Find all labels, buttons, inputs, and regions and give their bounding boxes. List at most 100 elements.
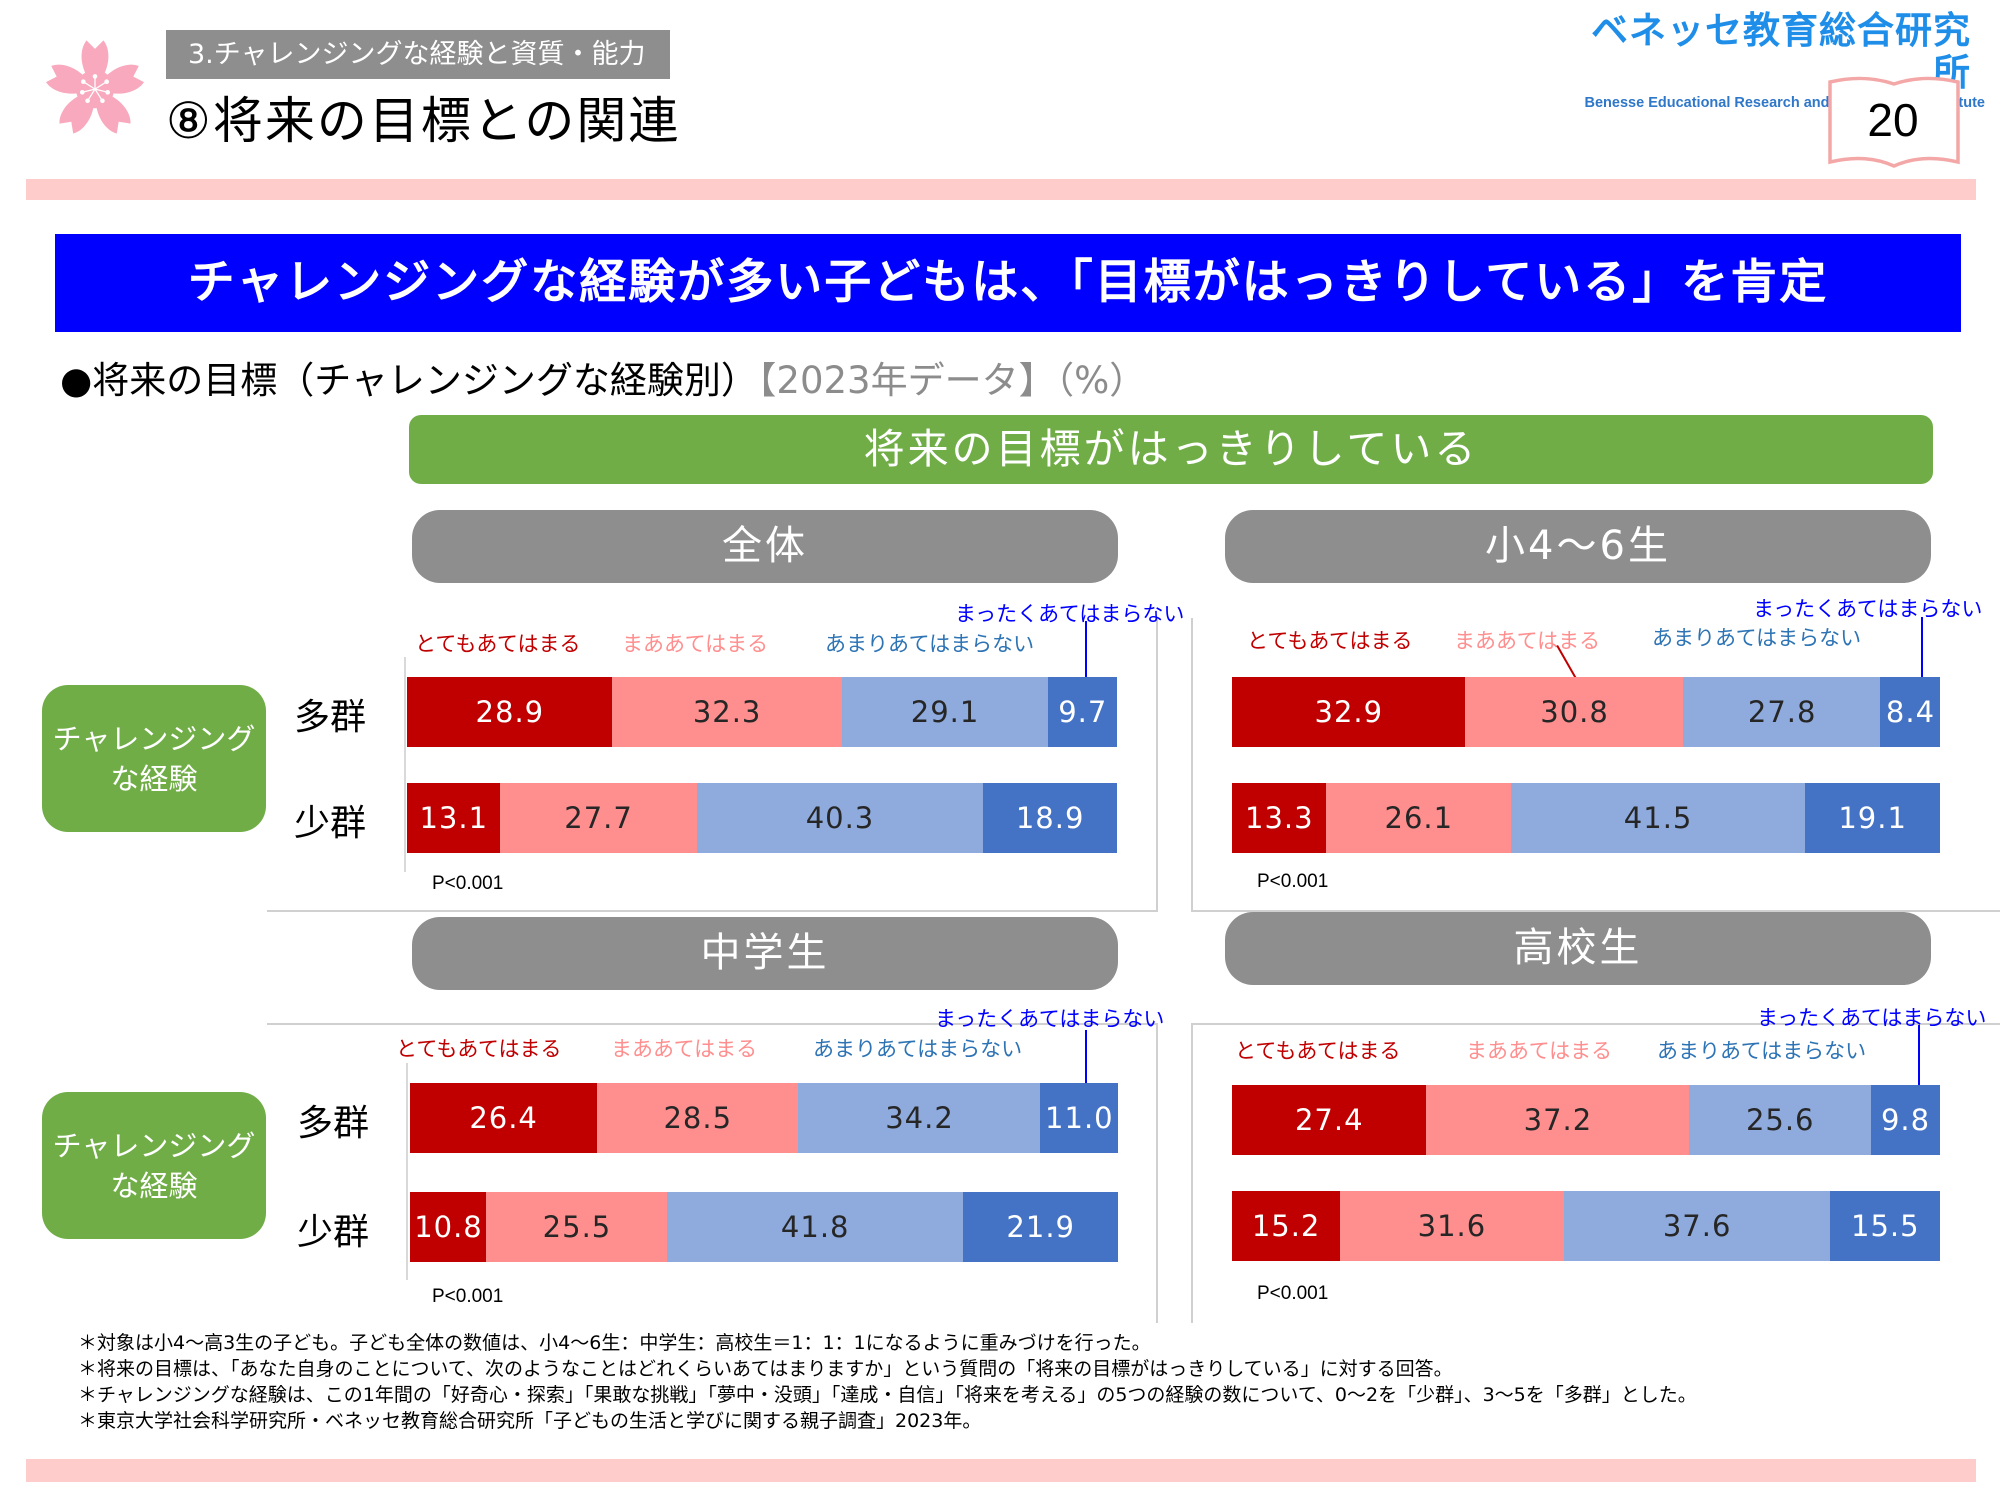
bar-segment: 9.8 (1870, 1085, 1941, 1155)
legend-label: とてもあてはまる (1247, 629, 1413, 653)
data-label: 25.5 (542, 1210, 612, 1244)
bar-segment: 18.9 (982, 783, 1118, 853)
panel-title: 全体 (412, 510, 1118, 583)
legend-label: あまりあてはまらない (813, 1037, 1023, 1061)
sakura-flower-icon (44, 40, 146, 137)
data-label: 30.8 (1540, 695, 1609, 729)
bar-segment: 26.1 (1326, 783, 1512, 853)
bar-segment: 11.0 (1040, 1083, 1119, 1153)
bar-segment: 21.9 (962, 1192, 1119, 1262)
footnote: ＊東京大学社会科学研究所・ベネッセ教育総合研究所「子どもの生活と学びに関する親子… (78, 1410, 982, 1432)
frame-line (1156, 1023, 1158, 1323)
bar-segment: 37.6 (1563, 1191, 1831, 1261)
legend-label: あまりあてはまらない (1652, 626, 1862, 650)
frame-line (1191, 1023, 2000, 1025)
bar-segment: 15.5 (1830, 1191, 1941, 1261)
frame-line (1191, 618, 1193, 912)
data-label: 28.5 (663, 1101, 733, 1135)
row-label: 多群 (293, 697, 366, 738)
item-title-bar: 将来の目標がはっきりしている (409, 415, 1933, 484)
legend-label: とてもあてはまる (1235, 1039, 1401, 1063)
legend-leader-line (1085, 1030, 1087, 1088)
bar-row: 13.1 27.7 40.3 18.9 (407, 783, 1118, 853)
bar-segment: 30.8 (1465, 677, 1684, 747)
data-label: 32.9 (1314, 695, 1384, 729)
legend-label: まったくあてはまらない (1757, 1006, 1987, 1030)
data-label: 25.6 (1745, 1103, 1815, 1137)
data-label: 8.4 (1885, 695, 1936, 729)
section-label: 3.チャレンジングな経験と資質・能力 (166, 30, 670, 79)
data-label: 19.1 (1838, 801, 1907, 835)
book-icon (1828, 76, 1960, 168)
legend-label: まああてはまる (1466, 1039, 1613, 1063)
legend-label: まったくあてはまらない (1753, 597, 1983, 621)
legend-label: まったくあてはまらない (935, 1007, 1165, 1031)
data-label: 27.4 (1294, 1103, 1364, 1137)
legend-leader-line (1921, 617, 1923, 680)
panel-title: 高校生 (1225, 912, 1931, 985)
data-label: 18.9 (1015, 801, 1085, 835)
data-label: 15.2 (1251, 1209, 1321, 1243)
row-label: 多群 (296, 1103, 369, 1144)
bar-segment: 9.7 (1048, 677, 1118, 747)
data-label: 10.8 (414, 1210, 483, 1244)
footer-divider (26, 1459, 1976, 1482)
data-label: 41.8 (780, 1210, 850, 1244)
bar-row: 15.2 31.6 37.6 15.5 (1232, 1191, 1941, 1261)
frame-line (267, 910, 1158, 912)
data-label: 41.5 (1623, 801, 1693, 835)
page-number: 20 (1867, 94, 1919, 146)
bar-segment: 27.4 (1232, 1085, 1427, 1155)
bar-segment: 10.8 (410, 1192, 487, 1262)
bar-row: 13.3 26.1 41.5 19.1 (1232, 783, 1941, 853)
bar-segment: 29.1 (841, 677, 1049, 747)
frame-line (1191, 910, 2000, 912)
data-label: 9.8 (1880, 1103, 1931, 1137)
subtitle-note: 【2023年データ】（%） (757, 359, 1147, 402)
subtitle-main: ●将来の目標（チャレンジングな経験別） (60, 359, 758, 402)
data-label: 27.8 (1747, 695, 1817, 729)
footnote: ＊チャレンジングな経験は、この1年間の「好奇心・探索」「果敢な挑戦」「夢中・没頭… (78, 1384, 1697, 1406)
footnotes: ＊対象は小4〜高3生の子ども。子ども全体の数値は、小4〜6生：中学生：高校生＝1… (78, 1330, 1697, 1434)
data-label: 13.3 (1245, 801, 1314, 835)
data-label: 31.6 (1417, 1209, 1487, 1243)
bar-row: 28.9 32.3 29.1 9.7 (407, 677, 1118, 747)
frame-line (1156, 618, 1158, 912)
data-label: 28.9 (475, 695, 545, 729)
legend-label: とてもあてはまる (415, 632, 581, 656)
group-box-line1: チャレンジング (52, 721, 256, 756)
bar-segment: 27.7 (500, 783, 698, 853)
panel-title: 中学生 (412, 917, 1118, 990)
bar-segment: 31.6 (1339, 1191, 1565, 1261)
bar-segment: 13.1 (407, 783, 501, 853)
chart-subtitle: ●将来の目標（チャレンジングな経験別）【2023年データ】（%） (60, 356, 1146, 406)
bar-segment: 41.5 (1510, 783, 1806, 853)
bar-row: 32.9 30.8 27.8 8.4 (1232, 677, 1941, 747)
data-label: 21.9 (1006, 1210, 1075, 1244)
footnote: ＊対象は小4〜高3生の子ども。子ども全体の数値は、小4〜6生：中学生：高校生＝1… (78, 1332, 1151, 1354)
p-value-annotation: P<0.001 (432, 873, 504, 894)
data-label: 32.3 (692, 695, 762, 729)
bar-segment: 41.8 (667, 1192, 964, 1262)
data-label: 37.6 (1662, 1209, 1732, 1243)
footnote: ＊将来の目標は、「あなた自身のことについて、次のようなことはどれくらいあてはまり… (78, 1358, 1453, 1380)
data-label: 37.2 (1523, 1103, 1593, 1137)
legend-label: あまりあてはまらない (1657, 1039, 1867, 1063)
data-label: 26.4 (469, 1101, 538, 1135)
legend-label: とてもあてはまる (396, 1037, 562, 1061)
category-axis (404, 657, 406, 872)
data-label: 40.3 (805, 801, 875, 835)
legend-leader-line (1918, 1025, 1920, 1091)
bar-row: 27.4 37.2 25.6 9.8 (1232, 1085, 1941, 1155)
frame-line (267, 1023, 1158, 1025)
group-box-line1: チャレンジング (52, 1128, 256, 1163)
legend-label: まったくあてはまらない (955, 602, 1185, 626)
data-label: 13.1 (419, 801, 489, 835)
data-label: 27.7 (564, 801, 633, 835)
bar-segment: 28.5 (596, 1083, 799, 1153)
bar-segment: 25.6 (1689, 1085, 1872, 1155)
p-value-annotation: P<0.001 (1257, 1283, 1329, 1304)
data-label: 34.2 (885, 1101, 954, 1135)
bar-segment: 19.1 (1804, 783, 1941, 853)
frame-line (1191, 1023, 1193, 1323)
